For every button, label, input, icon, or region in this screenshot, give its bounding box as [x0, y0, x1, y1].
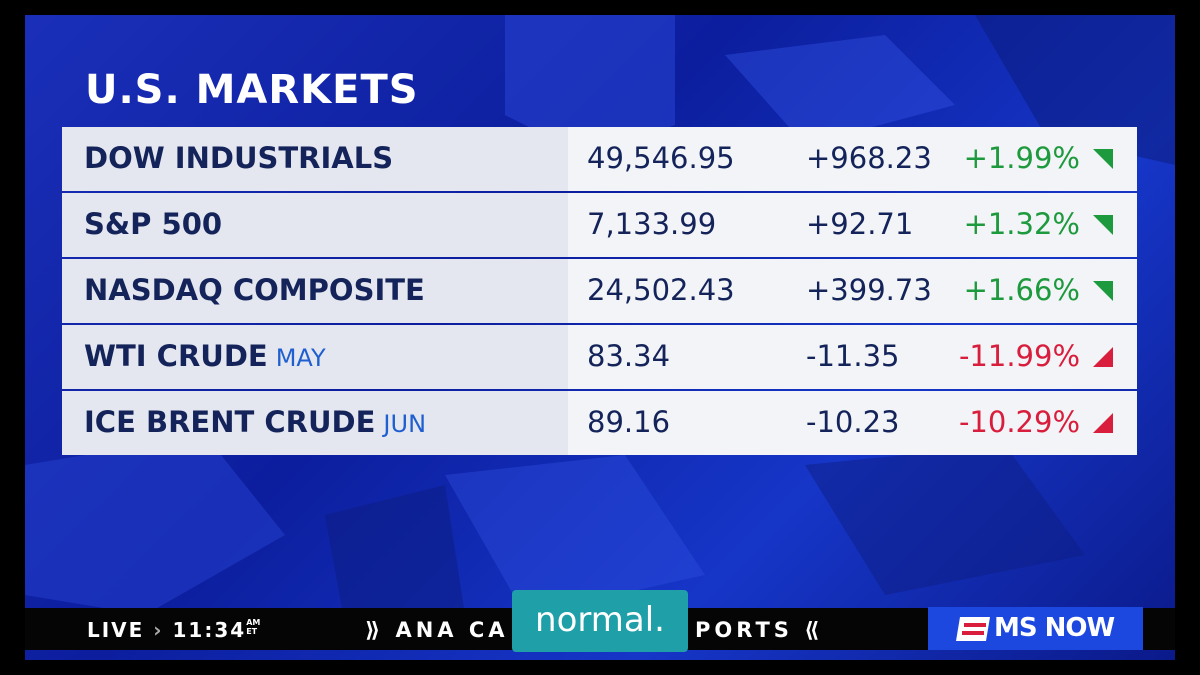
tv-screen: U.S. MARKETS DOW INDUSTRIALS 49,546.95 +96… [25, 15, 1175, 660]
last-price: 49,546.95 [587, 141, 735, 175]
name-cell [62, 193, 568, 257]
up-indicator [1093, 215, 1113, 235]
name-text: ICE BRENT CRUDE [84, 405, 376, 439]
name-cell [62, 391, 568, 455]
headline-text: ANA CA [395, 618, 509, 642]
headline-right: PORTS ⟪ [695, 618, 824, 642]
data-cell [568, 259, 1137, 323]
data-cell [568, 193, 1137, 257]
last-price: 24,502.43 [587, 273, 735, 307]
name-text: S&P 500 [84, 207, 223, 241]
table-row: DOW INDUSTRIALS 49,546.95 +968.23 +1.99% [62, 127, 1137, 191]
instrument-name: DOW INDUSTRIALS [84, 141, 393, 175]
name-cell [62, 259, 568, 323]
table-row: ICE BRENT CRUDE JUN 89.16 -10.23 -10.29% [62, 391, 1137, 455]
down-indicator [1093, 347, 1113, 367]
net-change: -11.35 [806, 339, 900, 373]
down-indicator [1093, 413, 1113, 433]
instrument-name: S&P 500 [84, 207, 222, 241]
last-price: 7,133.99 [587, 207, 717, 241]
logo-text: MS NOW [994, 613, 1115, 643]
time: 11:34 [172, 618, 247, 642]
percent-change: -10.29% [958, 405, 1080, 439]
table-row: NASDAQ COMPOSITE 24,502.43 +399.73 +1.66% [62, 259, 1137, 323]
caption: normal. [535, 600, 665, 640]
name-cell [62, 127, 568, 191]
am: AM [246, 618, 261, 627]
up-indicator [1093, 281, 1113, 301]
data-cell [568, 391, 1137, 455]
live: LIVE [87, 618, 145, 642]
logo-box: MS NOW [928, 607, 1143, 650]
data-cell [568, 127, 1137, 191]
name-text: WTI CRUDE [84, 339, 268, 373]
name-cell [62, 325, 568, 389]
data-cell [568, 325, 1137, 389]
headline-left: ⟫ ANA CA [365, 618, 509, 642]
table-row: S&P 500 7,133.99 +92.71 +1.32% [62, 193, 1137, 257]
net-change: +92.71 [806, 207, 914, 241]
last-price: 83.34 [587, 339, 671, 373]
net-change: -10.23 [806, 405, 900, 439]
table-row: WTI CRUDE MAY 83.34 -11.35 -11.99% [62, 325, 1137, 389]
instrument-name: WTI CRUDE MAY [84, 339, 326, 373]
logo-flag [956, 617, 990, 641]
net-change: +399.73 [806, 273, 932, 307]
contract-month: JUN [383, 410, 427, 438]
percent-change: +1.32% [963, 207, 1080, 241]
caption-box: normal. [512, 590, 688, 652]
up-indicator [1093, 149, 1113, 169]
net-change: +968.23 [806, 141, 932, 175]
percent-change: +1.66% [963, 273, 1080, 307]
percent-change: -11.99% [958, 339, 1080, 373]
contract-month: MAY [275, 344, 326, 372]
last-price: 89.16 [587, 405, 671, 439]
instrument-name: NASDAQ COMPOSITE [84, 273, 425, 307]
instrument-name: ICE BRENT CRUDE JUN [84, 405, 426, 439]
name-text: NASDAQ COMPOSITE [84, 273, 425, 307]
headline-text: PORTS [695, 618, 793, 642]
name-text: DOW INDUSTRIALS [84, 141, 394, 175]
title: U.S. MARKETS [85, 67, 419, 113]
ticker-time: LIVE › 11:34AM ET [87, 618, 261, 642]
percent-change: +1.99% [963, 141, 1080, 175]
tz: ET [246, 627, 258, 636]
